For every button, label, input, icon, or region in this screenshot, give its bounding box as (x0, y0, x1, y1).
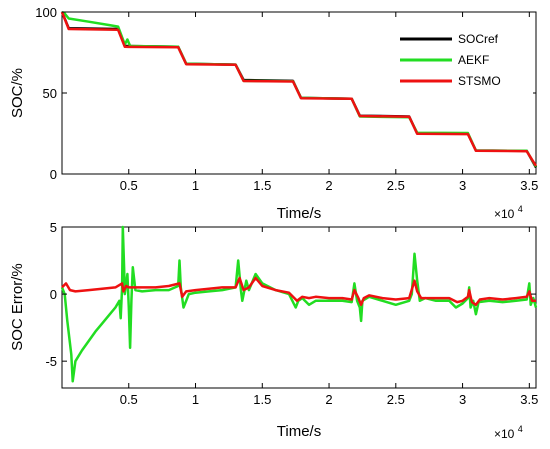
soc-x-tick-label: 1 (192, 178, 199, 193)
soc-y-tick-label: 0 (50, 167, 57, 182)
legend-label-stsmo: STSMO (458, 74, 501, 88)
soc-series-group (60, 10, 538, 169)
soc-series-stsmo (60, 11, 538, 167)
soc-x-exponent-power: 4 (518, 204, 523, 214)
soc-error-y-axis-label: SOC Error/% (9, 263, 26, 351)
soc-error-x-tick-label: 2.5 (387, 392, 405, 407)
soc-error-y-tick-label: 0 (50, 287, 57, 302)
soc-error-y-tick-label: 5 (50, 220, 57, 235)
soc-error-x-tick-label: 1.5 (253, 392, 271, 407)
soc-error-x-tick-label: 0.5 (120, 392, 138, 407)
soc-x-axis-label: Time/s (277, 205, 321, 222)
soc-error-x-tick-label: 3 (459, 392, 466, 407)
soc-error-x-tick-label: 2 (325, 392, 332, 407)
soc-legend: SOCref AEKF STSMO (393, 28, 533, 98)
soc-x-exponent-base: ×10 (494, 207, 515, 221)
soc-x-tick-label: 1.5 (253, 178, 271, 193)
soc-error-y-tick-label: -5 (45, 354, 57, 369)
soc-error-x-exponent-base: ×10 (494, 427, 515, 441)
soc-error-ticks-group: 0.5 1 1.5 2 2.5 3 3.5 -5 0 5 (45, 220, 538, 407)
soc-x-tick-label: 3 (459, 178, 466, 193)
soc-error-series-stsmo (61, 276, 536, 307)
soc-error-x-tick-label: 1 (192, 392, 199, 407)
soc-error-series-aekf (60, 225, 538, 383)
soc-y-tick-label: 100 (35, 5, 57, 20)
soc-y-axis-label: SOC/% (9, 68, 26, 118)
soc-error-plot: 0.5 1 1.5 2 2.5 3 3.5 -5 0 5 SOC Error/% Time/s ×… (9, 220, 538, 441)
soc-x-tick-label: 3.5 (520, 178, 538, 193)
soc-error-x-tick-label: 3.5 (520, 392, 538, 407)
soc-x-tick-label: 0.5 (120, 178, 138, 193)
legend-label-socref: SOCref (458, 32, 499, 46)
soc-x-exponent: ×10 4 (494, 204, 523, 221)
soc-error-plot-background (61, 226, 537, 389)
soc-x-tick-label: 2.5 (387, 178, 405, 193)
soc-error-x-exponent-power: 4 (518, 424, 523, 434)
soc-error-series-group (60, 225, 538, 383)
soc-error-x-axis-label: Time/s (277, 423, 321, 440)
soc-x-tick-label: 2 (325, 178, 332, 193)
soc-ticks-group: 0.5 1 1.5 2 2.5 3 3.5 0 50 100 (35, 5, 538, 193)
legend-label-aekf: AEKF (458, 53, 489, 67)
soc-plot: 0.5 1 1.5 2 2.5 3 3.5 0 50 100 SOC/% Time/s ×10 4… (9, 5, 538, 222)
soc-y-tick-label: 50 (43, 86, 57, 101)
soc-error-x-exponent: ×10 4 (494, 424, 523, 441)
